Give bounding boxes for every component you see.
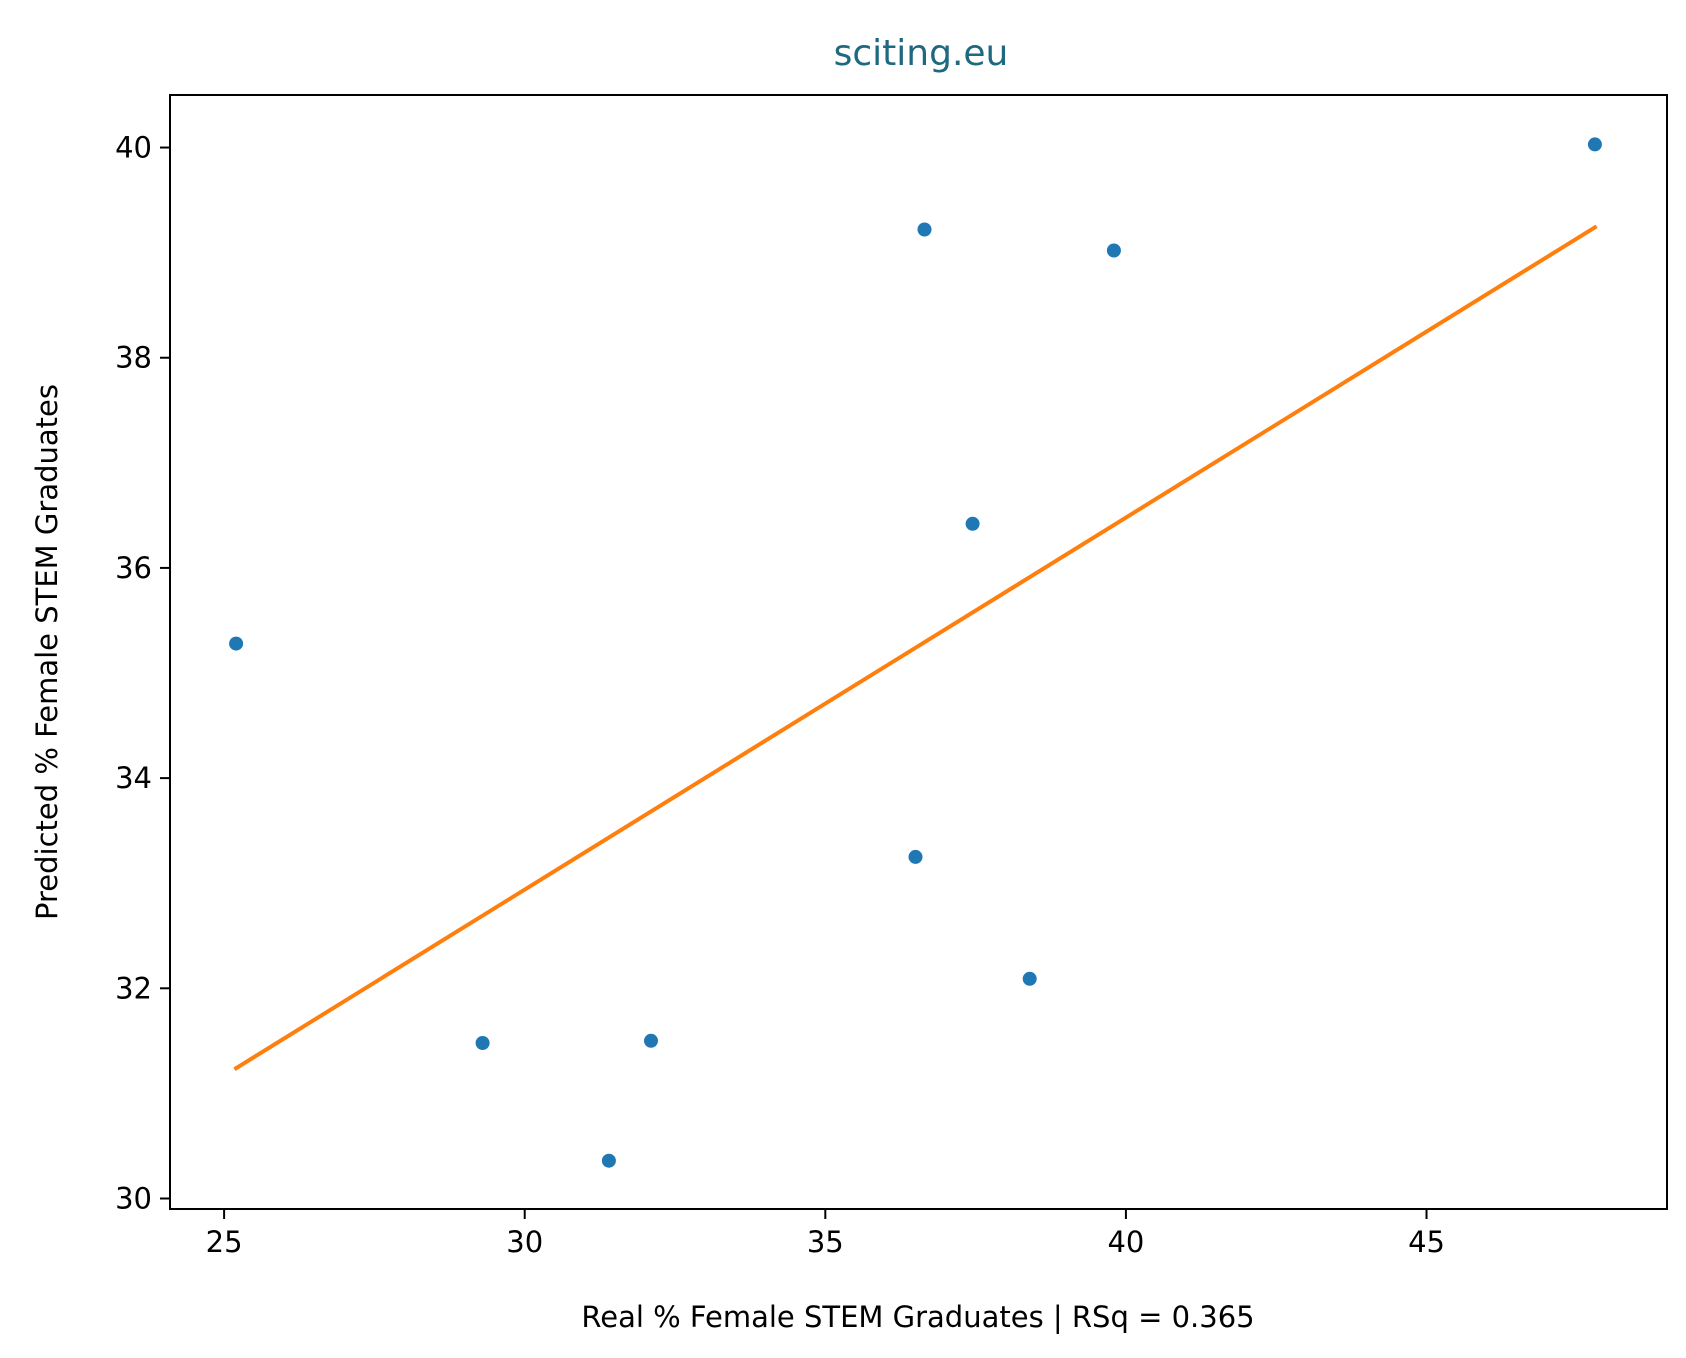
plot-area-frame — [169, 94, 1668, 1210]
scatter-point — [644, 1033, 658, 1048]
y-axis-ticks: 30 32 34 36 38 40 — [115, 131, 170, 1215]
x-axis-ticks: 25 30 35 40 45 — [206, 1209, 1445, 1259]
y-tick-label: 38 — [115, 341, 152, 375]
scatter-point — [601, 1153, 616, 1168]
chart-title: sciting.eu — [834, 33, 1009, 74]
x-tick-label: 40 — [1107, 1225, 1144, 1259]
scatter-point — [908, 849, 923, 864]
scatter-point — [1022, 971, 1037, 986]
y-tick-label: 34 — [115, 761, 152, 795]
x-tick-label: 45 — [1408, 1225, 1445, 1259]
scatter-point — [1106, 243, 1121, 258]
plot-marks — [229, 137, 1602, 1168]
scatter-point — [475, 1036, 490, 1050]
scatter-point — [1587, 137, 1602, 152]
scatter-point — [229, 636, 244, 651]
scatter-point — [917, 222, 932, 237]
y-tick-label: 30 — [115, 1181, 152, 1215]
x-axis-title: Real % Female STEM Graduates | RSq = 0.3… — [581, 1300, 1254, 1334]
x-tick-label: 25 — [206, 1225, 243, 1259]
scatter-point — [965, 516, 980, 531]
y-axis-title: Predicted % Female STEM Graduates — [30, 384, 64, 920]
y-tick-label: 40 — [115, 131, 152, 165]
y-tick-label: 32 — [115, 971, 152, 1005]
x-tick-label: 35 — [807, 1225, 844, 1259]
x-tick-label: 30 — [506, 1225, 543, 1259]
y-tick-label: 36 — [115, 551, 152, 585]
fit-line — [233, 224, 1598, 1071]
